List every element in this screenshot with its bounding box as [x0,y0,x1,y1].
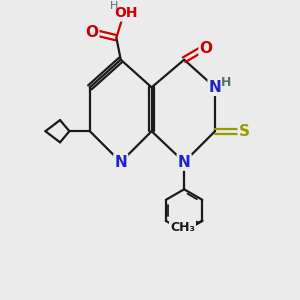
Text: H: H [221,76,231,88]
Text: N: N [114,154,127,169]
Text: H: H [110,2,118,11]
Text: S: S [239,124,250,139]
Text: O: O [200,41,213,56]
Text: CH₃: CH₃ [170,221,195,234]
Text: N: N [208,80,221,95]
Text: O: O [85,25,98,40]
Text: OH: OH [114,7,137,20]
Text: N: N [178,154,190,169]
